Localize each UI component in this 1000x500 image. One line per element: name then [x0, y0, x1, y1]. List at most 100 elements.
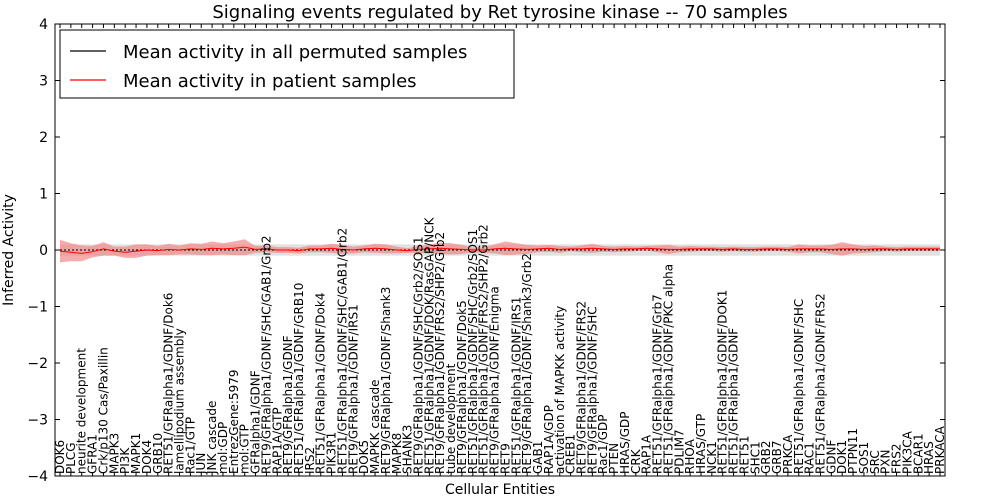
- x-tick-label: PDLIM7: [672, 429, 686, 474]
- y-tick-label: 3: [39, 74, 48, 90]
- x-tick-label: RET51/GFRalpha1/GDNF/SHC: [792, 299, 806, 474]
- x-tick-label: RET9/GFRalpha1/GDNF: [281, 335, 295, 474]
- x-tick-label: CREB1: [564, 434, 578, 474]
- x-tick-label: DOK1: [835, 440, 849, 474]
- x-tick-label: GRB2: [759, 440, 773, 474]
- x-tick-label: neurite development: [75, 348, 89, 474]
- x-tick-label: PIK3CA: [900, 430, 914, 474]
- x-tick-label: FRS2: [890, 444, 904, 475]
- x-tick-label: NCK1: [705, 441, 719, 474]
- x-tick-label: RET51/GFRalpha1/GDNF/Dok6: [162, 293, 176, 474]
- x-tick-label: GFRA1: [86, 434, 100, 474]
- x-tick-label: RET51/GFRalpha1/GDNF/Dok4: [314, 293, 328, 474]
- legend-patient-label: Mean activity in patient samples: [123, 71, 417, 92]
- x-tick-label: RET51/GFRalpha1/GDNF/SHC/Grb2/SOS1: [466, 229, 480, 474]
- x-tick-label: RET51/GFRalpha1/GDNF/Grb7: [651, 294, 665, 474]
- x-tick-label: DOK6: [53, 440, 67, 474]
- x-tick-label: PTPN11: [846, 428, 860, 474]
- x-tick-label: GRB10: [151, 433, 165, 474]
- x-tick-label: RET51/GFRalpha1/GDNF/PKC alpha: [661, 264, 675, 474]
- x-tick-label: RET51/GFRalpha1/GDNF/SHC/GAB1/Grb2: [335, 228, 349, 474]
- x-tick-label: Rac1/GDP: [596, 415, 610, 474]
- x-tick-label: BCAR1: [911, 433, 925, 474]
- x-tick-label: mol:GDP: [216, 422, 230, 474]
- x-tick-label: Rac1/GTP: [183, 417, 197, 474]
- x-tick-label: RET9/GFRalpha1/GDNF/Enigma: [488, 286, 502, 474]
- x-tick-label: PRKCA: [781, 434, 795, 474]
- x-tick-label: EntrezGene:5979: [227, 370, 241, 475]
- x-tick-label: HRAS: [922, 441, 936, 474]
- legend-permuted-label: Mean activity in all permuted samples: [123, 42, 467, 63]
- patient-confidence-band: [60, 239, 940, 263]
- x-tick-label: RET9/GFRalpha1/GDNF/FRS2/SHP2/Grb2: [433, 232, 447, 474]
- x-tick-label: RAP1A/GDP: [542, 405, 556, 474]
- chart-title: Signaling events regulated by Ret tyrosi…: [212, 2, 787, 23]
- legend-box: [59, 29, 515, 99]
- y-axis-label: Inferred Activity: [1, 194, 17, 306]
- x-tick-label: RAP1A: [640, 434, 654, 474]
- x-tick-label: SHANK3: [401, 425, 415, 474]
- x-tick-label: SOS1: [857, 442, 871, 474]
- y-tick-label: −3: [27, 413, 48, 429]
- y-tick-label: −2: [27, 356, 48, 372]
- y-tick-label: −1: [27, 300, 48, 316]
- x-tick-label: PXN: [879, 450, 893, 474]
- x-tick-label: SRC: [868, 450, 882, 474]
- x-tick-label: RET51/GFRalpha1/GDNF/GRB10: [292, 283, 306, 474]
- x-tick-label: MAPK8: [390, 433, 404, 474]
- x-tick-label: RET51/GFRalpha1/GDNF/IRS1: [509, 297, 523, 474]
- x-tick-label: GDNF: [824, 439, 838, 474]
- x-tick-label: PLCG: [64, 442, 78, 474]
- x-axis-label: Cellular Entities: [445, 482, 555, 498]
- x-tick-label: RET9/GFRalpha1/GDNF/Shank3: [379, 287, 393, 474]
- x-tick-label: JUN: [194, 453, 208, 475]
- x-tick-label: RET9/GFRalpha1/GDNF/FRS2: [574, 301, 588, 474]
- y-tick-label: 1: [39, 187, 48, 203]
- x-tick-label: Crk/p130 Cas/Paxillin: [96, 347, 110, 474]
- x-tick-label: activation of MAPKK activity: [553, 306, 567, 474]
- x-tick-label: MAPKK cascade: [368, 379, 382, 474]
- x-tick-label: RET9/GFRalpha1/GDNF/SHC: [585, 306, 599, 474]
- legend: Mean activity in all permuted samples Me…: [59, 29, 515, 99]
- x-tick-label: GFRalpha1/GDNF: [249, 370, 263, 474]
- x-tick-label: RET51/GFRalpha1/GDNF/FRS2: [813, 293, 827, 474]
- x-tick-label: GAB1: [531, 441, 545, 474]
- x-tick-label: SHC1: [748, 441, 762, 474]
- x-tick-label: HRAS/GTP: [694, 414, 708, 474]
- y-tick-label: 0: [39, 243, 48, 259]
- x-tick-label: RET51/GFRalpha1/GDNF/FRS2/SHP2/Grb2: [477, 224, 491, 474]
- x-tick-label: tube development: [444, 363, 458, 474]
- x-tick-label: MAPK1: [129, 433, 143, 474]
- x-tick-label: HRAS/GDP: [618, 411, 632, 474]
- x-tick-label: RET9/GFRalpha1/GDNF/IRS1: [346, 304, 360, 474]
- x-tick-label: DOK5: [357, 440, 371, 474]
- lines-layer: [59, 246, 940, 254]
- patient-mean-line: [59, 246, 940, 254]
- x-tick-label: GRB7: [770, 440, 784, 474]
- x-tick-label: PIK3R1: [325, 432, 339, 474]
- x-tick-label: RHOA: [683, 438, 697, 474]
- x-tick-label: RET9/GFRalpha1/GDNF/SHC/Grb2/SOS1: [412, 236, 426, 474]
- x-tick-label: PRKACA: [933, 425, 947, 474]
- x-tick-label: RET9/GFRalpha1/GDNF/Dok5: [455, 300, 469, 474]
- y-tick-label: 2: [39, 130, 48, 146]
- x-tick-label: RET51/GFRalpha1/GDNF/DOK/RasGAP/NCK: [422, 216, 436, 474]
- x-tick-label: RET9: [498, 443, 512, 474]
- x-tick-label: MAPK3: [107, 433, 121, 474]
- x-tick-label: RET9/GFRalpha1/GDNF/Shank3/Grb2: [520, 253, 534, 474]
- x-tick-label: RET9/GFRalpha1/GDNF/SHC/GAB1/Grb2: [259, 235, 273, 474]
- x-tick-label: lamellipodium assembly: [173, 328, 187, 474]
- y-tick-label: 4: [39, 17, 48, 33]
- x-tick-label: RET51/GFRalpha1/GDNF/DOK1: [716, 290, 730, 474]
- y-tick-label: −4: [27, 469, 48, 485]
- y-axis-ticks: −4 −3 −2 −1 0 1 2 3 4: [27, 17, 945, 485]
- x-tick-label: PTEN: [607, 443, 621, 474]
- x-tick-label: RAP1A/GTP: [270, 407, 284, 474]
- x-tick-label: RET51: [737, 435, 751, 474]
- x-tick-label: RAC1: [803, 442, 817, 474]
- x-tick-label: RET51/GFRalpha1/GDNF: [727, 328, 741, 474]
- x-tick-label: JNK cascade: [205, 401, 219, 475]
- x-tick-label: mol:GTP: [238, 424, 252, 474]
